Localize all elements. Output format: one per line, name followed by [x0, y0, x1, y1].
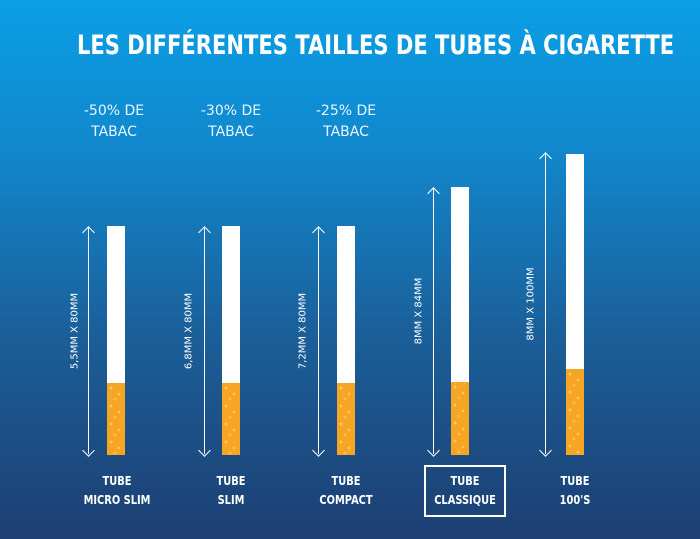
- reduction-percent: -30% DE: [200, 103, 262, 119]
- dimension-label: 8MM X 84MM: [413, 277, 425, 345]
- cigarette-paper: [451, 187, 469, 382]
- reduction-unit: TABAC: [91, 124, 137, 140]
- tobacco-reduction-micro-slim: -50% DE TABAC: [54, 101, 174, 143]
- cigarette-paper: [222, 226, 240, 383]
- tube-label-slim: TUBE SLIM: [186, 472, 276, 510]
- arrow-up-icon: [198, 226, 211, 239]
- arrow-up-icon: [427, 187, 440, 200]
- highlight-box-classique: [424, 465, 506, 517]
- cigarette-paper: [107, 226, 125, 383]
- tube-label-compact: TUBE COMPACT: [301, 472, 391, 510]
- arrow-down-icon: [312, 444, 325, 457]
- arrow-down-icon: [427, 444, 440, 457]
- dimension-label: 5,5MM X 80MM: [69, 292, 81, 370]
- cigarette-filter: [451, 382, 469, 455]
- arrow-down-icon: [198, 444, 211, 457]
- tube-label-line2: MICRO SLIM: [83, 493, 151, 507]
- dimension-label: 8MM X 100MM: [525, 267, 537, 341]
- tube-label-line1: TUBE: [331, 474, 361, 488]
- cigarette-paper: [337, 226, 355, 383]
- reduction-percent: -50% DE: [83, 103, 145, 119]
- tube-label-line2: 100'S: [559, 493, 591, 507]
- arrow-up-icon: [312, 226, 325, 239]
- cigarette-classique: [451, 187, 469, 455]
- cigarette-filter: [337, 383, 355, 455]
- cigarette-slim: [222, 226, 240, 455]
- tube-label-line1: TUBE: [216, 474, 246, 488]
- cigarette-compact: [337, 226, 355, 455]
- cigarette-filter: [566, 369, 584, 455]
- page-title: LES DIFFÉRENTES TAILLES DE TUBES À CIGAR…: [77, 30, 675, 61]
- tube-label-100s: TUBE 100'S: [530, 472, 620, 510]
- dimension-label: 7,2MM X 80MM: [297, 292, 309, 370]
- tube-label-line1: TUBE: [450, 474, 480, 488]
- reduction-percent: -25% DE: [315, 103, 377, 119]
- cigarette-filter: [107, 383, 125, 455]
- tube-label-line1: TUBE: [560, 474, 590, 488]
- cigarette-micro-slim: [107, 226, 125, 455]
- cigarette-100s: [566, 154, 584, 455]
- cigarette-paper: [566, 154, 584, 369]
- tube-label-line2: CLASSIQUE: [434, 493, 496, 507]
- arrow-up-icon: [539, 152, 552, 165]
- dimension-label: 6,8MM X 80MM: [183, 292, 195, 370]
- cigarette-filter: [222, 383, 240, 455]
- reduction-unit: TABAC: [323, 124, 369, 140]
- arrow-up-icon: [82, 226, 95, 239]
- tube-label-line2: SLIM: [217, 493, 245, 507]
- tube-label-line2: COMPACT: [319, 493, 373, 507]
- reduction-unit: TABAC: [208, 124, 254, 140]
- arrow-down-icon: [82, 444, 95, 457]
- tube-label-classique: TUBE CLASSIQUE: [420, 472, 510, 510]
- tube-label-line1: TUBE: [102, 474, 132, 488]
- arrow-down-icon: [539, 444, 552, 457]
- tobacco-reduction-slim: -30% DE TABAC: [171, 101, 291, 143]
- tobacco-reduction-compact: -25% DE TABAC: [286, 101, 406, 143]
- tube-label-micro-slim: TUBE MICRO SLIM: [72, 472, 162, 510]
